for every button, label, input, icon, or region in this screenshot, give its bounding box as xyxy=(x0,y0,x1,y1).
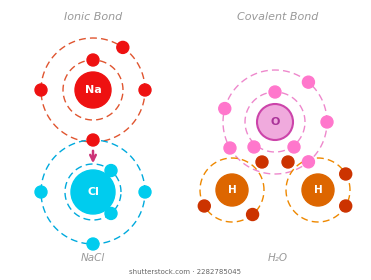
Text: H₂O: H₂O xyxy=(268,253,288,263)
Text: Na: Na xyxy=(85,85,101,95)
Circle shape xyxy=(87,54,99,66)
Circle shape xyxy=(216,174,248,206)
Circle shape xyxy=(257,104,293,140)
Text: H: H xyxy=(313,185,322,195)
Circle shape xyxy=(105,165,117,177)
Circle shape xyxy=(269,86,281,98)
Circle shape xyxy=(219,102,231,115)
Text: Covalent Bond: Covalent Bond xyxy=(237,12,319,22)
Circle shape xyxy=(105,207,117,220)
Text: NaCl: NaCl xyxy=(81,253,105,263)
Text: Cl: Cl xyxy=(87,187,99,197)
Circle shape xyxy=(302,156,315,168)
Circle shape xyxy=(340,168,352,180)
Circle shape xyxy=(87,238,99,250)
Circle shape xyxy=(198,200,210,212)
Circle shape xyxy=(224,142,236,154)
Circle shape xyxy=(282,156,294,168)
Text: shutterstock.com · 2282785045: shutterstock.com · 2282785045 xyxy=(129,269,241,275)
Text: H: H xyxy=(228,185,236,195)
Circle shape xyxy=(248,141,260,153)
Circle shape xyxy=(35,84,47,96)
Circle shape xyxy=(340,200,352,212)
Circle shape xyxy=(256,156,268,168)
Circle shape xyxy=(71,170,115,214)
Circle shape xyxy=(302,76,315,88)
Circle shape xyxy=(87,134,99,146)
Circle shape xyxy=(139,84,151,96)
Circle shape xyxy=(139,186,151,198)
Circle shape xyxy=(75,72,111,108)
Circle shape xyxy=(247,209,259,221)
Circle shape xyxy=(35,186,47,198)
Text: Ionic Bond: Ionic Bond xyxy=(64,12,122,22)
Circle shape xyxy=(117,41,129,53)
Circle shape xyxy=(321,116,333,128)
Text: O: O xyxy=(270,117,280,127)
Circle shape xyxy=(302,174,334,206)
Circle shape xyxy=(288,141,300,153)
